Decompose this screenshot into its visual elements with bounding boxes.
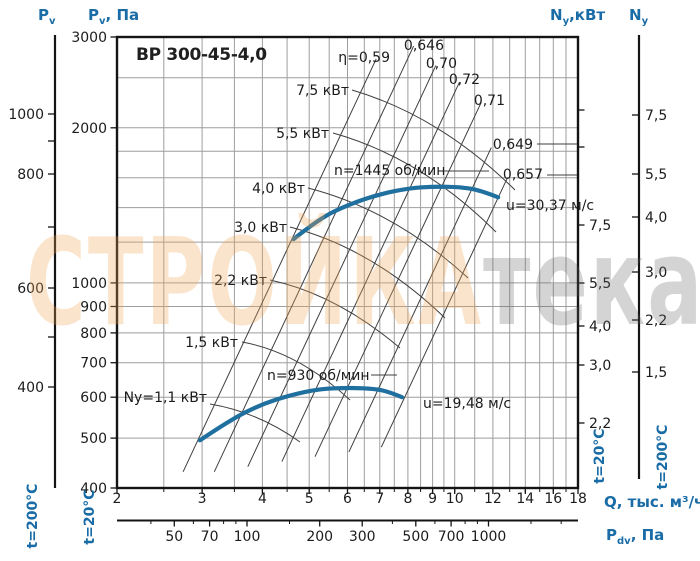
svg-text:400: 400 bbox=[17, 380, 44, 396]
svg-text:5: 5 bbox=[305, 491, 314, 507]
svg-text:7,5 кВт: 7,5 кВт bbox=[296, 83, 349, 99]
svg-text:3,0: 3,0 bbox=[645, 265, 667, 281]
svg-text:400: 400 bbox=[80, 481, 107, 497]
value-labels: 2 3 4 5 6 7 8 9 10 12 14 16 18 3000 2000 1000 900 800 700 6… bbox=[8, 30, 667, 545]
svg-text:0,71: 0,71 bbox=[474, 93, 505, 109]
svg-text:0,70: 0,70 bbox=[426, 56, 457, 72]
svg-text:3: 3 bbox=[198, 491, 207, 507]
efficiency-line bbox=[281, 82, 460, 462]
svg-text:200: 200 bbox=[306, 529, 333, 545]
pressure-curves bbox=[197, 184, 501, 443]
svg-text:3000: 3000 bbox=[71, 30, 107, 46]
svg-text:3,0 кВт: 3,0 кВт bbox=[234, 220, 287, 236]
svg-text:2: 2 bbox=[113, 491, 122, 507]
svg-text:7,5: 7,5 bbox=[645, 108, 667, 124]
svg-text:0,657: 0,657 bbox=[503, 167, 543, 183]
svg-text:14: 14 bbox=[516, 491, 534, 507]
svg-text:1,5 кВт: 1,5 кВт bbox=[185, 335, 238, 351]
temp-label-right-inner: t=20°C bbox=[592, 428, 608, 484]
svg-text:3,0: 3,0 bbox=[589, 358, 611, 374]
power-arc bbox=[307, 187, 469, 279]
svg-text:500: 500 bbox=[402, 529, 429, 545]
power-arc bbox=[289, 226, 446, 319]
svg-text:0,646: 0,646 bbox=[404, 38, 444, 54]
svg-text:600: 600 bbox=[80, 390, 107, 406]
svg-text:700: 700 bbox=[438, 529, 465, 545]
power-arc bbox=[209, 403, 301, 443]
pressure-curve bbox=[197, 385, 405, 443]
grid-lines bbox=[117, 37, 578, 488]
efficiency-line bbox=[348, 147, 492, 453]
svg-text:n=930 об/мин: n=930 об/мин bbox=[267, 368, 370, 384]
svg-text:0,72: 0,72 bbox=[449, 72, 480, 88]
svg-text:u=19,48 м/с: u=19,48 м/с bbox=[423, 396, 511, 412]
axis-header-pv-outer: Pv bbox=[38, 6, 56, 27]
svg-text:0,649: 0,649 bbox=[493, 137, 533, 153]
svg-text:700: 700 bbox=[80, 356, 107, 372]
svg-text:u=30,37 м/с: u=30,37 м/с bbox=[506, 198, 594, 214]
axis-title-pdv: Pdv, Па bbox=[606, 526, 665, 547]
svg-text:4,0: 4,0 bbox=[645, 210, 667, 226]
power-arc bbox=[269, 279, 401, 349]
svg-text:2,2: 2,2 bbox=[645, 313, 667, 329]
svg-text:2,2: 2,2 bbox=[589, 416, 611, 432]
svg-text:12: 12 bbox=[484, 491, 502, 507]
power-arc bbox=[351, 89, 516, 191]
svg-text:10: 10 bbox=[446, 491, 464, 507]
svg-text:300: 300 bbox=[349, 529, 376, 545]
svg-text:8: 8 bbox=[403, 491, 412, 507]
svg-text:η=0,59: η=0,59 bbox=[338, 50, 390, 66]
svg-text:900: 900 bbox=[80, 300, 107, 316]
svg-text:4,0: 4,0 bbox=[589, 319, 611, 335]
axis-title-q: Q, тыс. м³/ч bbox=[604, 493, 700, 511]
chart-title: ВР 300-45-4,0 bbox=[136, 45, 267, 65]
svg-text:600: 600 bbox=[17, 281, 44, 297]
svg-text:4,0 кВт: 4,0 кВт bbox=[252, 181, 305, 197]
svg-text:1000: 1000 bbox=[71, 276, 107, 292]
svg-text:9: 9 bbox=[428, 491, 437, 507]
svg-text:50: 50 bbox=[165, 529, 183, 545]
svg-text:2,2 кВт: 2,2 кВт bbox=[214, 273, 267, 289]
efficiency-line bbox=[314, 102, 482, 457]
svg-text:5,5: 5,5 bbox=[589, 276, 611, 292]
svg-text:n=1445 об/мин: n=1445 об/мин bbox=[334, 163, 445, 179]
svg-text:Nу=1,1 кВт: Nу=1,1 кВт bbox=[124, 390, 207, 406]
svg-text:7: 7 bbox=[375, 491, 384, 507]
svg-text:800: 800 bbox=[17, 167, 44, 183]
svg-text:5,5: 5,5 bbox=[645, 167, 667, 183]
axis-header-ny-outer: Ny bbox=[629, 6, 649, 27]
svg-text:16: 16 bbox=[544, 491, 562, 507]
svg-text:70: 70 bbox=[201, 529, 219, 545]
svg-text:1000: 1000 bbox=[471, 529, 507, 545]
svg-text:5,5 кВт: 5,5 кВт bbox=[276, 126, 329, 142]
temp-label-left-inner: t=20°C bbox=[82, 489, 98, 545]
axis-header-ny-inner: Ny,кВт bbox=[550, 6, 606, 27]
svg-text:800: 800 bbox=[80, 326, 107, 342]
svg-text:7,5: 7,5 bbox=[589, 218, 611, 234]
plot-border bbox=[115, 35, 580, 490]
svg-text:18: 18 bbox=[569, 491, 587, 507]
axis-header-pv-inner: Pv, Па bbox=[88, 6, 140, 27]
svg-text:1,5: 1,5 bbox=[645, 365, 667, 381]
power-arc bbox=[332, 132, 497, 233]
svg-text:2000: 2000 bbox=[71, 121, 107, 137]
pressure-curve bbox=[291, 184, 501, 242]
temp-label-right-outer: t=200°C bbox=[655, 424, 671, 490]
svg-text:500: 500 bbox=[80, 431, 107, 447]
svg-text:6: 6 bbox=[343, 491, 352, 507]
svg-text:100: 100 bbox=[234, 529, 261, 545]
efficiency-line bbox=[213, 45, 415, 473]
temp-label-left-outer: t=200°C bbox=[25, 483, 41, 549]
axes bbox=[48, 35, 641, 527]
svg-text:1000: 1000 bbox=[8, 107, 44, 123]
efficiency-and-power-lines bbox=[182, 45, 577, 473]
efficiency-line bbox=[182, 58, 377, 473]
svg-text:4: 4 bbox=[258, 491, 267, 507]
